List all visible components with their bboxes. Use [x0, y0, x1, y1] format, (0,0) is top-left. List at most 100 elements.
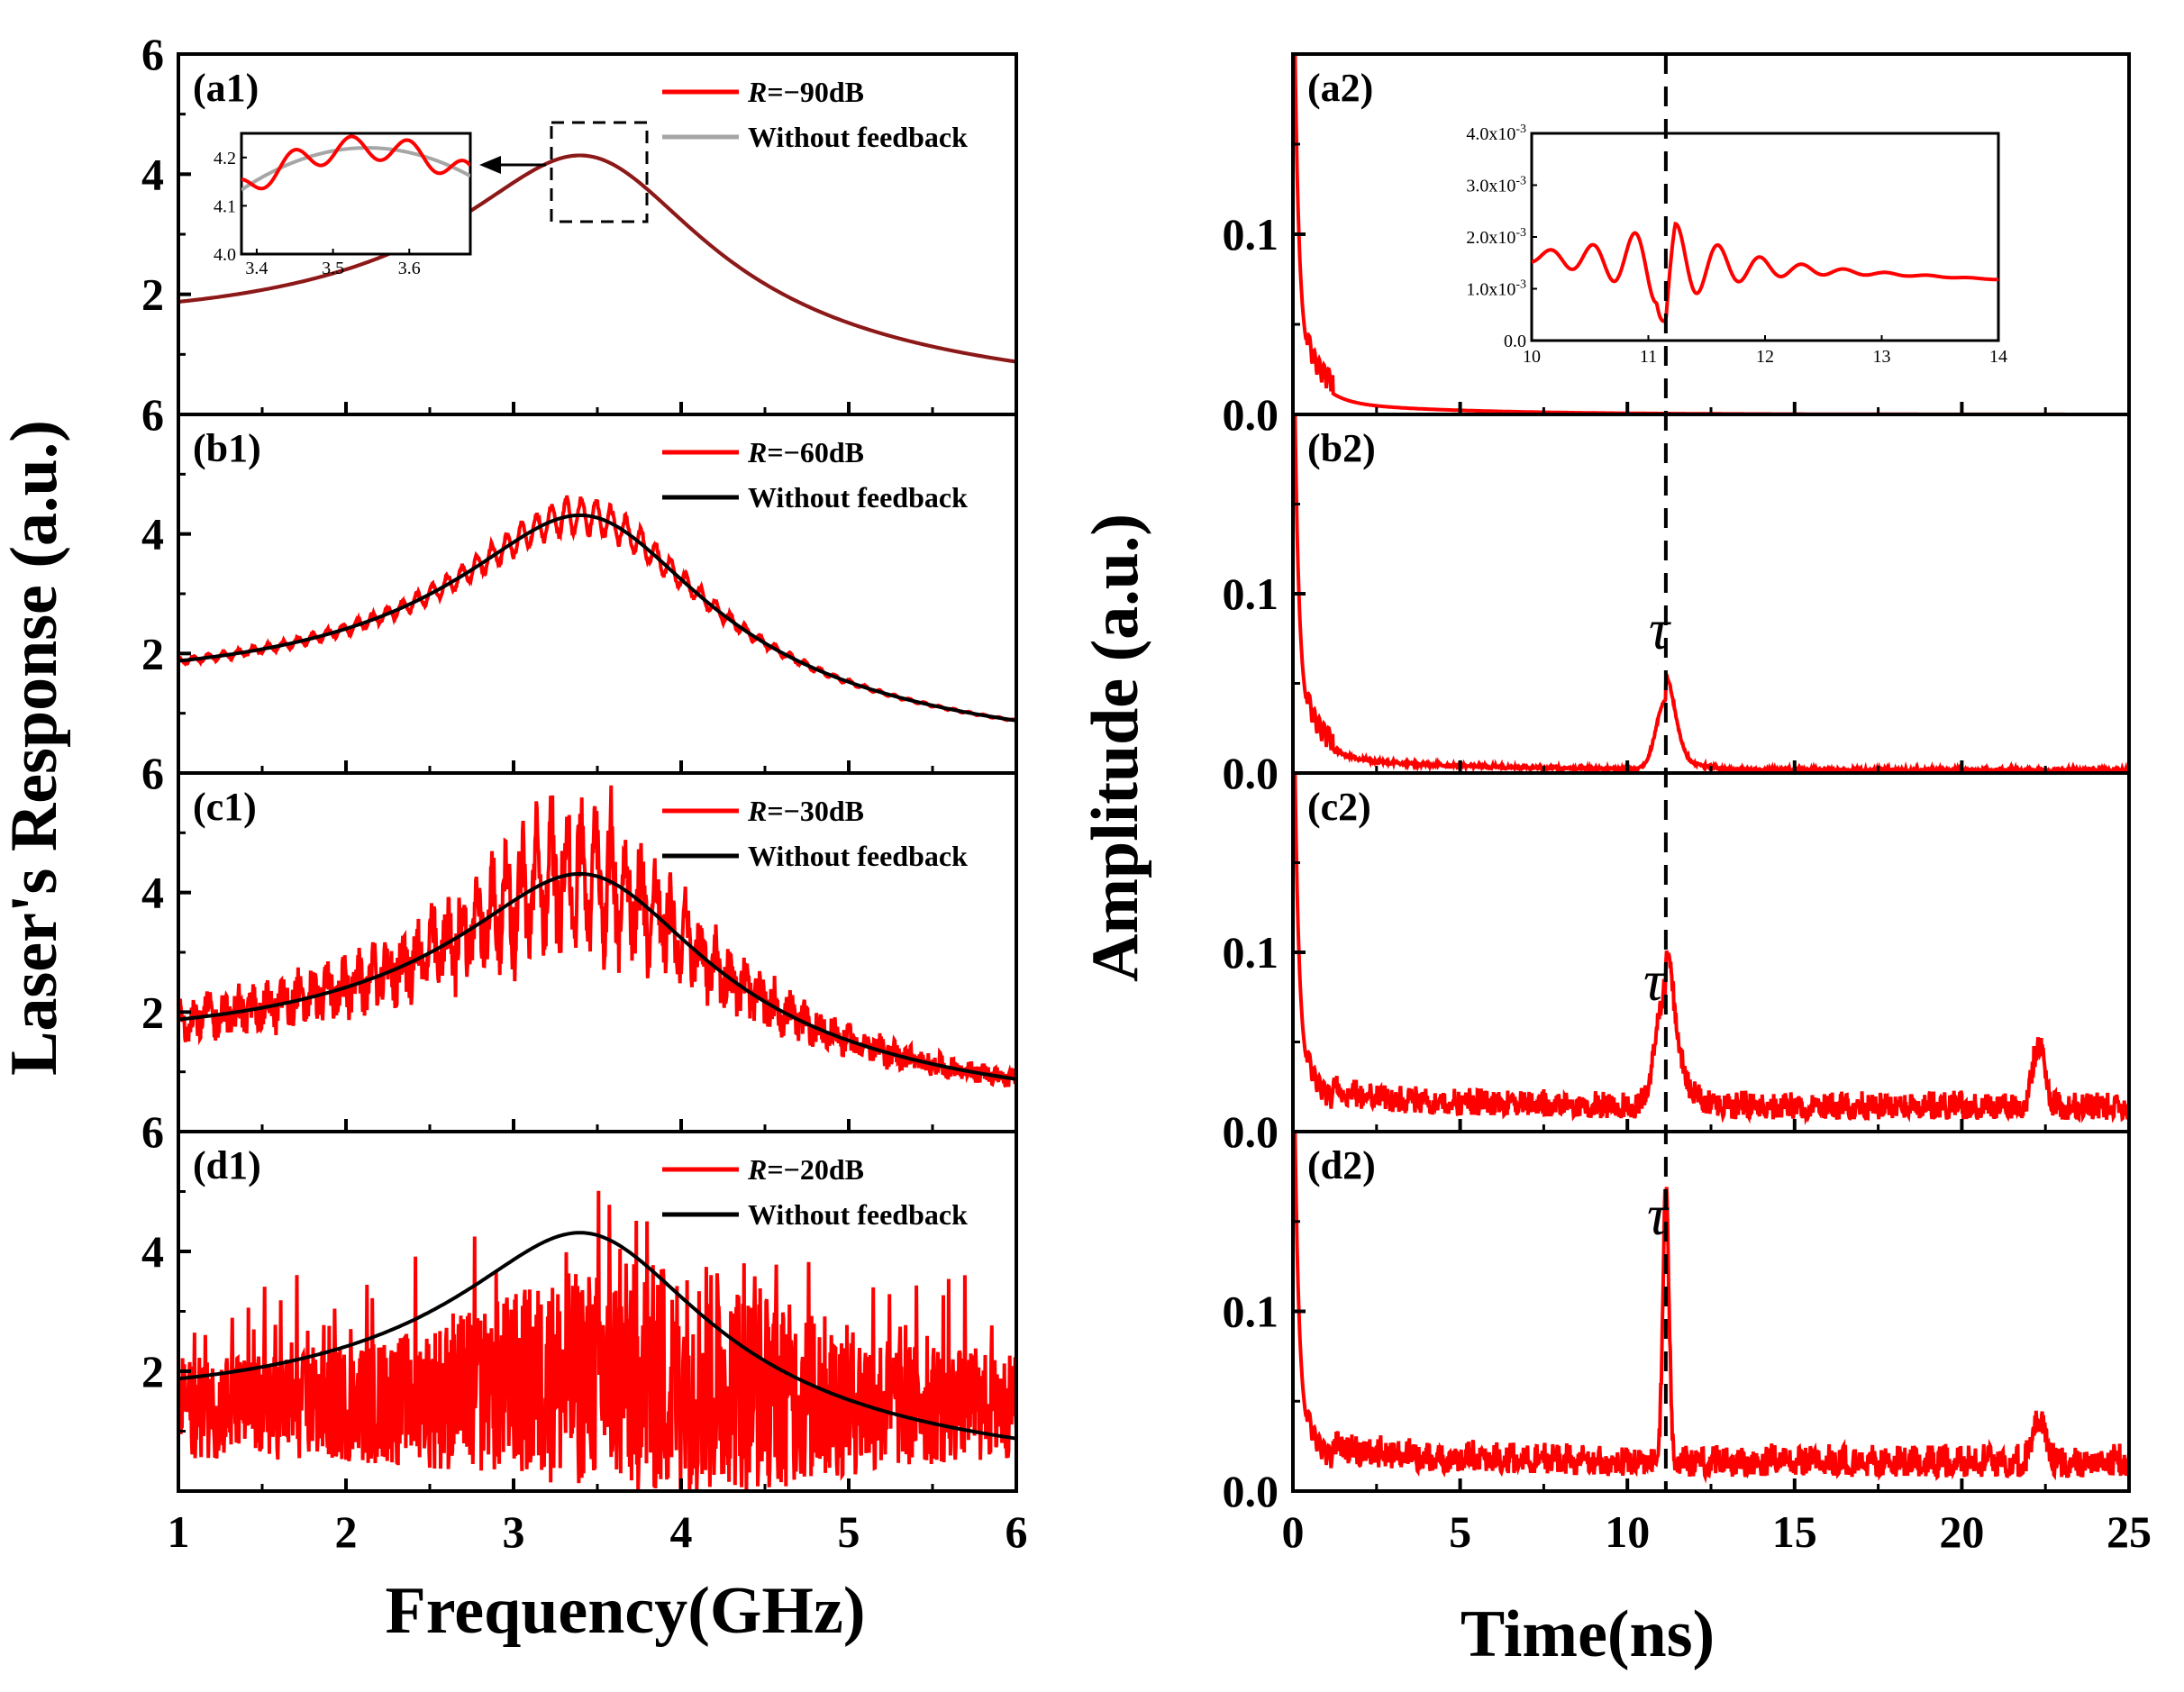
left-x-axis-label: Frequency(GHz)	[386, 1574, 866, 1648]
y-tick-label: 0.0	[1223, 389, 1279, 440]
y-tick-label: 2	[141, 1346, 164, 1396]
y-tick-label: 4	[141, 509, 164, 559]
x-tick-label: 2	[335, 1506, 358, 1557]
y-tick-label: 6	[141, 748, 164, 798]
autocorrelation-line-b2	[1293, 414, 2129, 773]
y-tick-label: 0.0	[1223, 748, 1279, 798]
panel-b2: τ (b2) 0.0 0.1	[1223, 413, 2131, 798]
x-tick-label: 1	[168, 1506, 190, 1557]
panel-d2: τ(d2)0.00.10 5 10 15 20 25	[1223, 1130, 2152, 1557]
y-tick-label: 0.0	[1223, 1466, 1279, 1516]
plot-area-b2	[1293, 414, 2129, 773]
panel-c2: τ (c2) 0.0 0.1	[1223, 771, 2131, 1157]
no-feedback-line-c1	[178, 871, 1016, 1081]
zoom-arrow-head	[479, 156, 501, 174]
plot-area-c1	[178, 785, 1016, 1088]
inset-y-tick-label: 4.1	[214, 196, 236, 216]
legend-no-feedback-label: Without feedback	[748, 840, 968, 872]
legend-no-feedback-label: Without feedback	[748, 481, 968, 514]
legend-feedback-label: R=−20dB	[747, 1153, 864, 1186]
tau-label-c2: τ	[1643, 949, 1666, 1013]
inset-feedback-line	[241, 134, 470, 191]
y-tick-label: 0.0	[1223, 1106, 1279, 1157]
x-tick-label: 0	[1282, 1506, 1305, 1557]
inset-a2: 10 11 12 13 14 0.0 1.0x10-3 2.0x10-3 3.0x10-3 4.0…	[1466, 123, 2007, 367]
inset-x-tick-label: 12	[1756, 347, 1774, 367]
panel-c1: R=−30dB Without feedback (c1) 2 4 6	[141, 748, 1018, 1133]
inset-autocorrelation-line	[1531, 221, 1998, 323]
legend-feedback-label: R=−60dB	[747, 436, 864, 468]
legend-feedback-label: R=−90dB	[747, 76, 864, 108]
plot-area-c2	[1293, 773, 2129, 1125]
inset-x-tick-label: 11	[1640, 347, 1657, 367]
y-tick-label: 0.1	[1223, 209, 1279, 259]
panel-label-d1: (d1)	[193, 1143, 261, 1187]
axes-frame-b1	[177, 413, 1018, 775]
plot-area-d1	[178, 1190, 1016, 1491]
x-tick-label: 4	[670, 1506, 693, 1557]
inset-y-tick-label: 0.0	[1504, 332, 1526, 351]
axes-frame-d2	[1291, 1130, 2131, 1493]
y-tick-label: 0.1	[1223, 569, 1279, 619]
x-tick-label: 20	[1939, 1506, 1984, 1557]
y-tick-label: 4	[141, 868, 164, 918]
x-tick-label: 25	[2107, 1506, 2152, 1557]
feedback-line-d1	[178, 1190, 1016, 1491]
inset-y-tick-label: 2.0x10-3	[1466, 226, 1526, 248]
autocorrelation-line-c2	[1293, 773, 2129, 1125]
panel-b1: R=−60dB Without feedback (b1) 2 4 6	[141, 389, 1018, 775]
no-feedback-line-a1	[178, 153, 1016, 364]
panel-a1: R=−90dB Without feedback 3.4 3.5 3.6 4.0 4.1 4.…	[141, 29, 1018, 416]
panel-label-d2: (d2)	[1307, 1143, 1376, 1187]
panel-label-a2: (a2)	[1307, 66, 1373, 110]
zoom-region-box	[550, 121, 649, 223]
axes-frame-c2	[1291, 771, 2131, 1133]
x-tick-label: 10	[1605, 1506, 1650, 1557]
y-tick-label: 0.1	[1223, 1287, 1279, 1337]
inset-y-tick-label: 4.0	[214, 245, 236, 265]
y-tick-label: 2	[141, 628, 164, 678]
x-tick-label: 6	[1006, 1506, 1028, 1557]
inset-x-tick-label: 3.5	[322, 259, 344, 278]
inset-a1: 3.4 3.5 3.6 4.0 4.1 4.2	[214, 132, 472, 278]
inset-frame	[1530, 132, 2000, 342]
inset-x-tick-label: 10	[1523, 347, 1541, 367]
y-tick-label: 6	[141, 1106, 164, 1157]
panel-label-b2: (b2)	[1307, 426, 1376, 470]
panel-label-a1: (a1)	[193, 66, 259, 110]
y-tick-label: 2	[141, 987, 164, 1037]
inset-y-tick-label: 4.0x10-3	[1466, 123, 1526, 144]
left-y-axis-label: Laser's Response (a.u.)	[0, 420, 71, 1076]
inset-x-tick-label: 14	[1989, 347, 2007, 367]
feedback-line-c1	[178, 785, 1016, 1088]
autocorrelation-line-d2	[1293, 1132, 2129, 1484]
inset-y-tick-label: 1.0x10-3	[1466, 278, 1526, 300]
y-tick-label: 6	[141, 389, 164, 440]
legend-no-feedback-label: Without feedback	[748, 121, 968, 153]
no-feedback-line-d1	[178, 1231, 1016, 1441]
panel-a2: τ10111213140.01.0x10-32.0x10-33.0x10-34.…	[1223, 52, 2131, 440]
y-tick-label: 4	[141, 1226, 164, 1277]
feedback-line-b1	[178, 495, 1016, 723]
y-tick-label: 6	[141, 29, 164, 79]
plot-area-b1	[178, 495, 1016, 723]
y-tick-label: 4	[141, 149, 164, 199]
inset-x-tick-label: 13	[1873, 347, 1891, 367]
y-tick-label: 2	[141, 269, 164, 320]
y-tick-label: 0.1	[1223, 927, 1279, 978]
no-feedback-line-b1	[178, 513, 1016, 723]
inset-x-tick-label: 3.4	[245, 259, 268, 278]
panel-label-b1: (b1)	[193, 426, 261, 470]
legend-no-feedback-label: Without feedback	[748, 1198, 968, 1231]
inset-y-tick-label: 3.0x10-3	[1466, 175, 1526, 196]
inset-frame	[240, 132, 472, 256]
tau-label-b2: τ	[1649, 597, 1671, 661]
panel-d1: R=−20dB Without feedback (d1) 2 4 6 1 2 3 4 5 6	[141, 1106, 1028, 1557]
plot-area-a1	[178, 153, 1016, 364]
x-tick-label: 5	[1449, 1506, 1471, 1557]
right-y-axis-label: Amplitude (a.u.)	[1078, 514, 1152, 982]
x-tick-label: 3	[503, 1506, 525, 1557]
panel-label-c2: (c2)	[1307, 785, 1371, 829]
plot-area-d2	[1293, 1132, 2129, 1484]
